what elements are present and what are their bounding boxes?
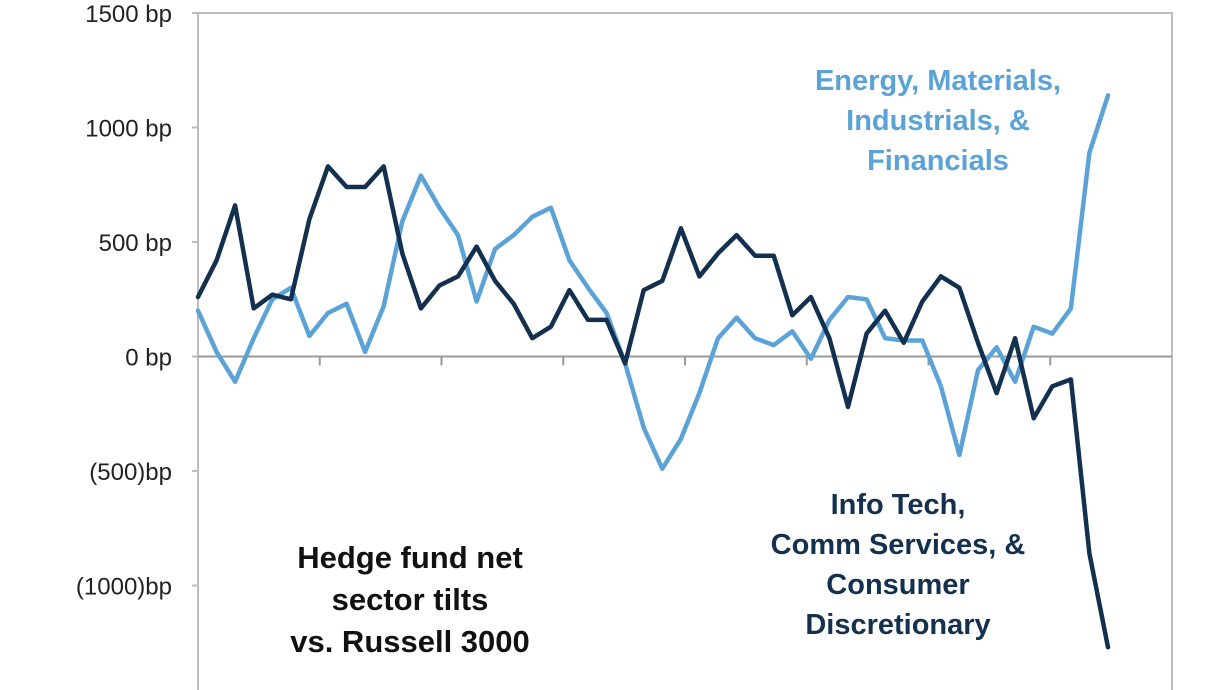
y-tick-label: 0 bp: [125, 345, 172, 372]
series-label-1: Industrials, &: [846, 105, 1030, 137]
y-tick-label: (1500)bp: [76, 688, 172, 690]
series-label-1: Financials: [867, 145, 1009, 177]
y-tick-label: (500)bp: [89, 459, 172, 486]
chart-title-line: Hedge fund net: [297, 540, 523, 575]
y-tick-label: 1500 bp: [85, 1, 172, 28]
series-label-2: Consumer: [826, 569, 969, 601]
series-label-2: Info Tech,: [831, 489, 966, 521]
series-label-2: Discretionary: [805, 609, 990, 641]
series-label-1: Energy, Materials,: [815, 65, 1061, 97]
y-tick-label: (1000)bp: [76, 574, 172, 601]
chart-title-line: sector tilts: [332, 582, 489, 617]
y-tick-label: 1000 bp: [85, 116, 172, 143]
y-tick-label: 500 bp: [99, 230, 172, 257]
series-line-2: [195, 164, 1111, 650]
chart-title-line: vs. Russell 3000: [290, 624, 530, 659]
series-label-2: Comm Services, &: [771, 529, 1026, 561]
series-line-1: [195, 93, 1111, 471]
chart-title: Hedge fund net sector tilts vs. Russell 30…: [290, 540, 530, 659]
